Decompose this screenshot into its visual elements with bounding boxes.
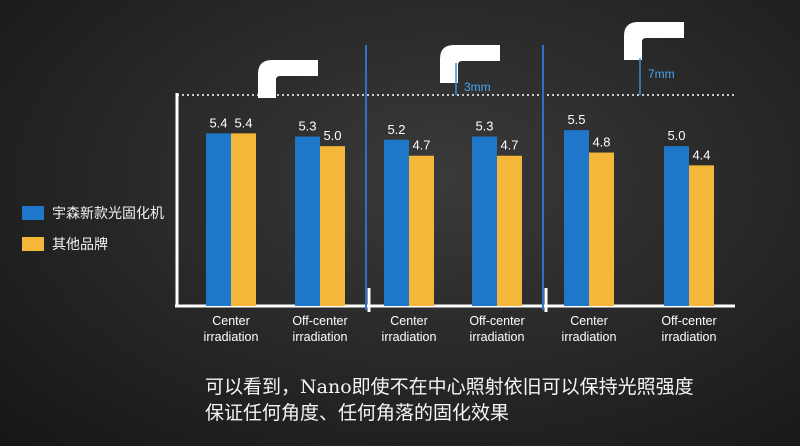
category-label-2-line0: Center <box>390 314 428 328</box>
category-label-5-line1: irradiation <box>662 330 717 344</box>
bar-series0-5 <box>664 146 689 306</box>
data-label-series0-1: 5.3 <box>298 119 316 134</box>
bar-series1-1 <box>320 146 345 306</box>
data-label-series0-2: 5.2 <box>387 122 405 137</box>
legend-item-other: 其他品牌 <box>22 234 108 254</box>
bar-series0-4 <box>564 130 589 306</box>
data-label-series0-5: 5.0 <box>667 128 685 143</box>
category-label-2-line1: irradiation <box>382 330 437 344</box>
caption-line-1: 可以看到，Nano即使不在中心照射依旧可以保持光照强度 <box>205 376 694 398</box>
bar-series1-0 <box>231 133 256 306</box>
light-probe-icon-1 <box>258 60 318 98</box>
distance-label-1: 3mm <box>464 80 491 94</box>
bar-series0-3 <box>472 136 497 306</box>
data-label-series1-4: 4.8 <box>592 135 610 150</box>
distance-label-2: 7mm <box>648 67 675 81</box>
category-label-1-line1: irradiation <box>293 330 348 344</box>
bar-series0-0 <box>206 133 231 306</box>
category-label-3-line0: Off-center <box>469 314 524 328</box>
data-label-series0-4: 5.5 <box>567 112 585 127</box>
category-label-3-line1: irradiation <box>470 330 525 344</box>
category-label-4-line1: irradiation <box>562 330 617 344</box>
bar-series1-5 <box>689 165 714 306</box>
light-probe-icon-3 <box>624 22 684 60</box>
caption-line-2: 保证任何角度、任何角落的固化效果 <box>205 402 510 424</box>
legend-swatch-yellow <box>22 237 44 251</box>
data-label-series1-5: 4.4 <box>692 147 710 162</box>
legend-item-yusen: 宇森新款光固化机 <box>22 203 164 223</box>
bar-series0-1 <box>295 136 320 306</box>
category-label-0-line1: irradiation <box>204 330 259 344</box>
bar-series1-3 <box>497 155 522 306</box>
data-label-series0-0: 5.4 <box>209 115 227 130</box>
legend-label-yusen: 宇森新款光固化机 <box>52 206 164 222</box>
category-label-0-line0: Center <box>212 314 250 328</box>
bar-series0-2 <box>384 139 409 306</box>
category-label-5-line0: Off-center <box>661 314 716 328</box>
bar-series1-2 <box>409 155 434 306</box>
data-label-series1-0: 5.4 <box>234 115 252 130</box>
light-probe-icon-2 <box>440 45 500 83</box>
legend-label-other: 其他品牌 <box>52 237 108 253</box>
category-label-1-line0: Off-center <box>292 314 347 328</box>
bar-series1-4 <box>589 152 614 306</box>
data-label-series1-3: 4.7 <box>500 138 518 153</box>
legend-swatch-blue <box>22 206 44 220</box>
category-label-4-line0: Center <box>570 314 608 328</box>
data-label-series1-1: 5.0 <box>323 128 341 143</box>
data-label-series0-3: 5.3 <box>475 119 493 134</box>
data-label-series1-2: 4.7 <box>412 138 430 153</box>
